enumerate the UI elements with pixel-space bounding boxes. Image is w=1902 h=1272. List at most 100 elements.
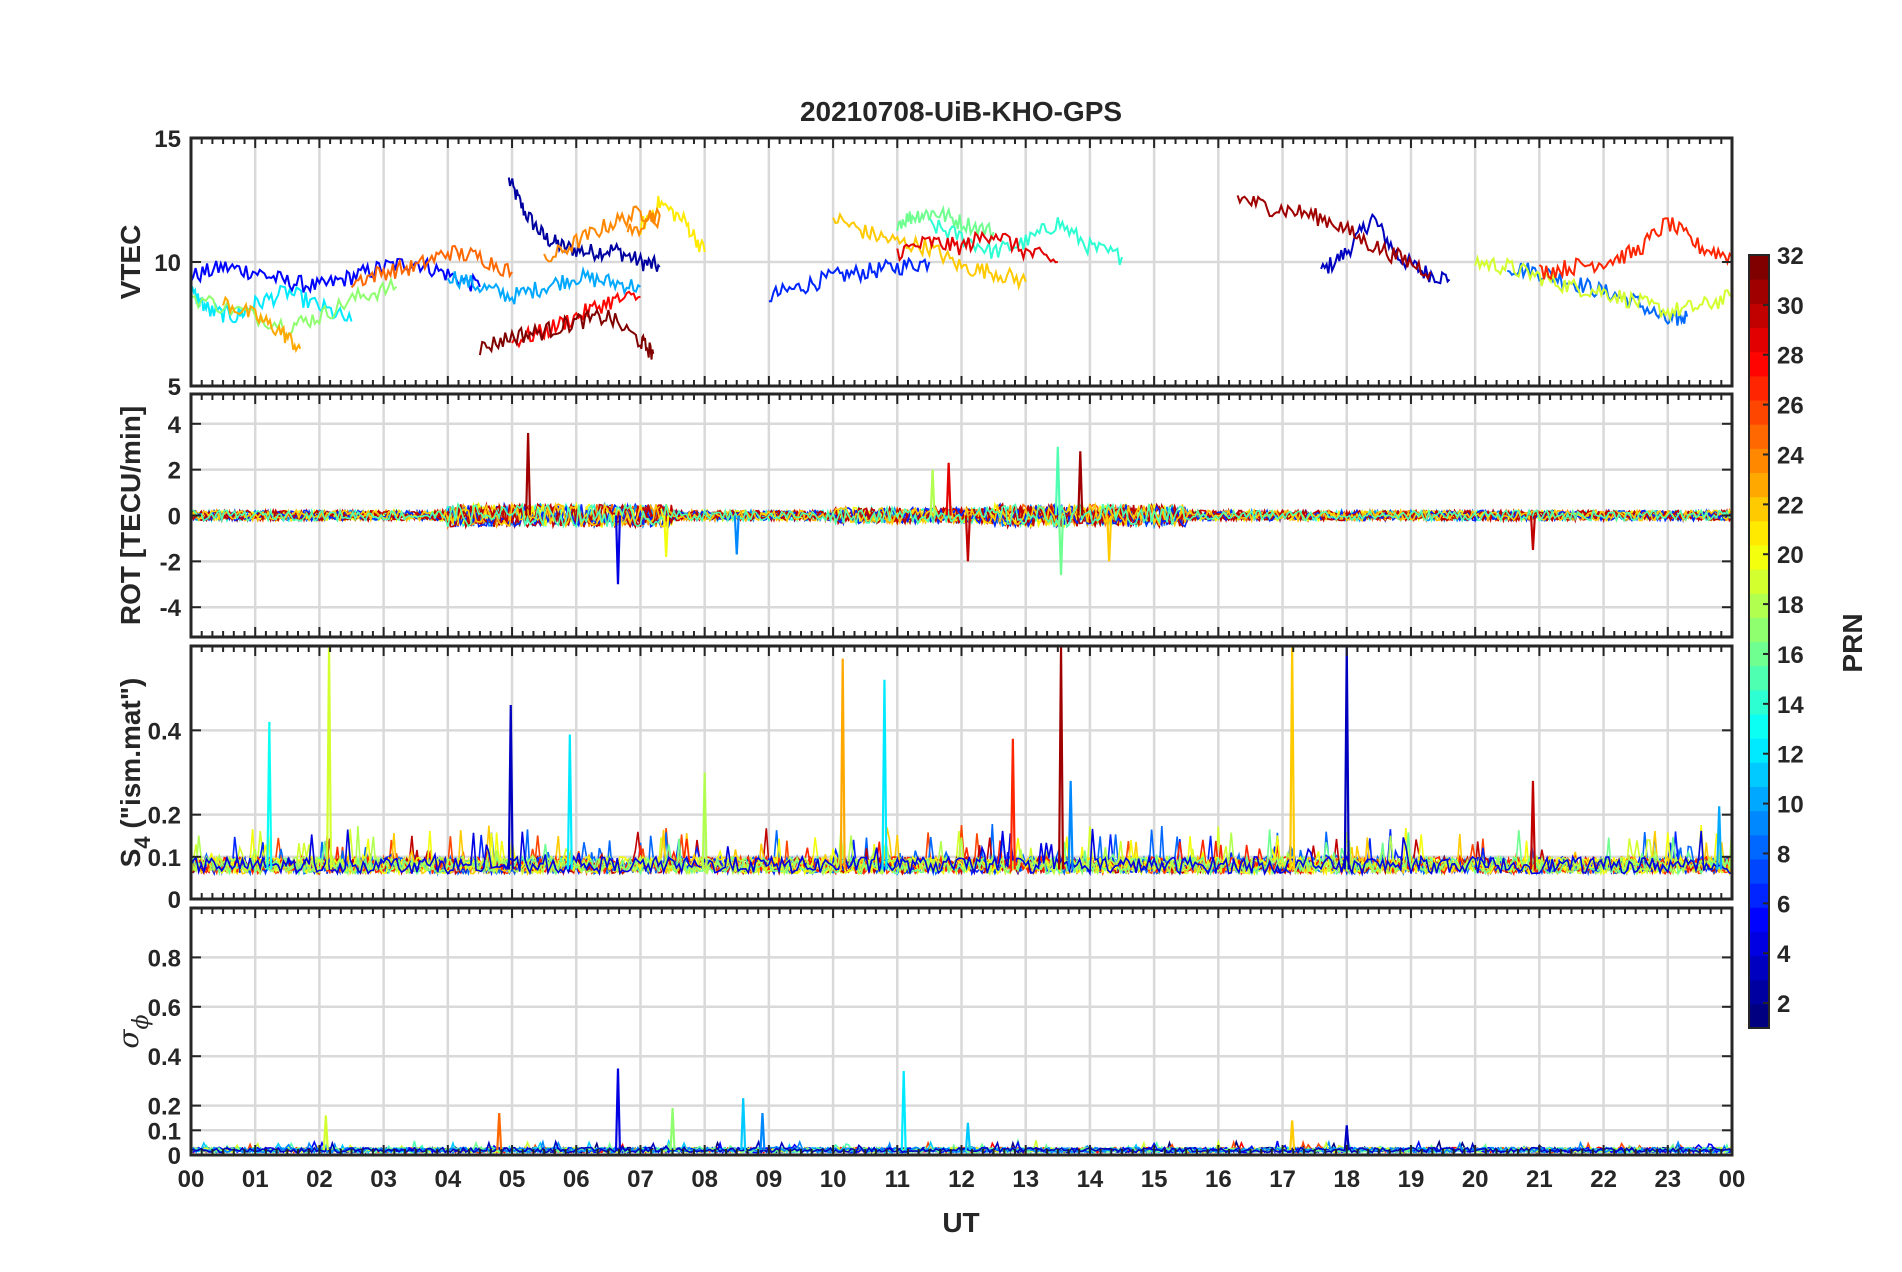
x-tick-label: 21 — [1526, 1166, 1553, 1193]
noise-trace — [191, 501, 1732, 530]
colorbar-bin — [1749, 858, 1769, 884]
series-line-prn-6 — [768, 256, 931, 303]
colorbar-bin — [1749, 641, 1769, 667]
x-axis-label: UT — [942, 1207, 979, 1238]
colorbar-tick-label: 26 — [1777, 393, 1804, 420]
spike-prn-30 — [1529, 515, 1536, 550]
colorbar-tick-label: 10 — [1777, 792, 1804, 819]
spike-prn-23 — [839, 658, 846, 870]
spike-prn-22 — [1106, 515, 1113, 562]
series-line-prn-32 — [478, 308, 655, 360]
spike-prn-31 — [1077, 451, 1084, 516]
x-tick-label: 03 — [370, 1166, 397, 1193]
y-tick-label: 4 — [168, 412, 182, 439]
x-tick-label: 02 — [306, 1166, 333, 1193]
colorbar-tick-label: 4 — [1777, 941, 1791, 968]
colorbar-tick-label: 20 — [1777, 542, 1804, 569]
spike-prn-18 — [929, 469, 936, 516]
spike-prn-17 — [669, 1108, 676, 1151]
x-tick-label: 00 — [178, 1166, 205, 1193]
x-tick-label: 00 — [1719, 1166, 1746, 1193]
spike-prn-31 — [525, 432, 532, 516]
x-tick-label: 06 — [563, 1166, 590, 1193]
colorbar-bin — [1749, 351, 1769, 377]
spike-prn-15 — [1054, 446, 1061, 516]
series-line-prn-14 — [928, 217, 1123, 266]
y-axis-label-vtec: VTEC — [115, 225, 146, 300]
colorbar-tick-label: 14 — [1777, 692, 1804, 719]
x-tick-label: 04 — [434, 1166, 461, 1193]
x-tick-label: 14 — [1077, 1166, 1104, 1193]
colorbar-bin — [1749, 979, 1769, 1005]
x-tick-label: 09 — [756, 1166, 783, 1193]
x-tick-label: 22 — [1590, 1166, 1617, 1193]
colorbar-bin — [1749, 786, 1769, 812]
colorbar-tick-label: 18 — [1777, 592, 1804, 619]
y-tick-label: 0.4 — [148, 718, 182, 745]
colorbar-tick-label: 28 — [1777, 343, 1804, 370]
spike-prn-27 — [1009, 738, 1016, 870]
colorbar-bin — [1749, 834, 1769, 860]
spike-prn-11 — [740, 1098, 747, 1151]
colorbar-bin — [1749, 665, 1769, 691]
x-tick-label: 01 — [242, 1166, 269, 1193]
y-tick-label: 0 — [168, 1143, 181, 1170]
panel-vtec: 5 10 15 VTEC — [115, 126, 1734, 401]
noise-trace — [191, 829, 1732, 877]
colorbar-bin — [1749, 593, 1769, 618]
spike-prn-12 — [566, 734, 573, 870]
x-tick-label: 08 — [691, 1166, 718, 1193]
panel-sigphi: 00.10.2 0.4 0.6 0.8 σϕ — [112, 906, 1734, 1170]
y-tick-label: 0.8 — [148, 945, 181, 972]
spike-prn-4 — [614, 515, 622, 585]
y-tick-label: -4 — [160, 595, 182, 622]
spike-prn-30 — [964, 515, 971, 562]
spike-prn-12 — [881, 679, 888, 870]
y-tick-label: 15 — [154, 126, 181, 153]
spike-prn-9 — [1067, 780, 1074, 870]
x-tick-label: 10 — [820, 1166, 847, 1193]
colorbar-bin — [1749, 617, 1769, 643]
colorbar-bin — [1749, 931, 1769, 957]
spike-prn-31 — [1058, 646, 1065, 870]
colorbar-tick-label: 30 — [1777, 293, 1804, 320]
x-tick-label: 20 — [1462, 1166, 1489, 1193]
colorbar-tick-label: 12 — [1777, 742, 1804, 769]
y-tick-label: 10 — [154, 250, 181, 277]
x-tick-label: 23 — [1654, 1166, 1681, 1193]
colorbar-bin — [1749, 810, 1769, 836]
series-line-prn-2 — [507, 177, 661, 272]
y-tick-label: 0.4 — [148, 1044, 182, 1071]
colorbar-bin — [1749, 255, 1769, 280]
plot-area-vtec — [191, 177, 1732, 360]
colorbar-bin — [1749, 955, 1769, 981]
spike-prn-12 — [900, 1070, 907, 1151]
colorbar-bin — [1749, 448, 1769, 474]
series-line-prn-22 — [832, 211, 1027, 291]
series-line-prn-10 — [446, 265, 642, 305]
colorbar-tick-label: 24 — [1777, 442, 1804, 469]
y-tick-label: 0 — [168, 887, 181, 914]
spike-prn-20 — [663, 515, 670, 557]
x-tick-label: 16 — [1205, 1166, 1232, 1193]
series-line-prn-29 — [896, 230, 1058, 264]
spike-prn-25 — [496, 1112, 503, 1151]
colorbar-tick-label: 16 — [1777, 642, 1804, 669]
spike-prn-9 — [759, 1112, 766, 1151]
series-line-prn-12 — [191, 284, 353, 324]
y-tick-label: 0.1 — [148, 845, 181, 872]
y-tick-label: 0.2 — [148, 803, 181, 830]
series-line-prn-31 — [1236, 194, 1432, 281]
x-tick-label: 13 — [1012, 1166, 1039, 1193]
colorbar-label: PRN — [1837, 613, 1868, 672]
panel-rot: -4 -2 0 2 4 ROT [TECU/min] — [115, 392, 1734, 639]
series-line-prn-24 — [543, 205, 661, 263]
spike-prn-18 — [701, 772, 708, 870]
colorbar-bin — [1749, 327, 1769, 353]
y-axis-label-sigphi: σϕ — [112, 1014, 154, 1048]
series-line-prn-5 — [191, 256, 481, 295]
noise-trace — [191, 828, 1732, 877]
series-line-prn-8 — [1507, 262, 1689, 326]
